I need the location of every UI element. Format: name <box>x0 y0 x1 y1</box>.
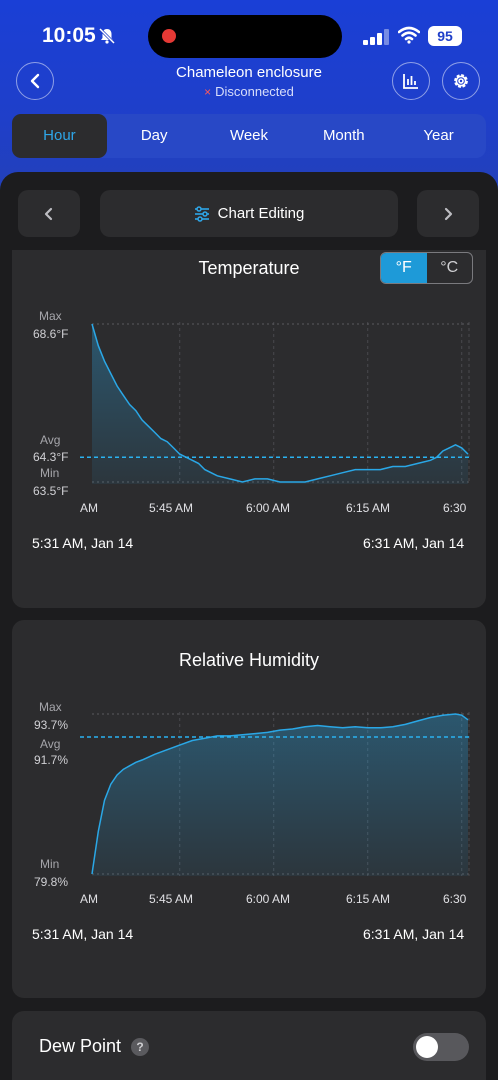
connection-status-text: Disconnected <box>215 84 294 99</box>
temp-x-tick: 6:00 AM <box>246 501 291 515</box>
hum-x-tick: 6:15 AM <box>346 892 391 906</box>
temperature-chart <box>80 322 470 484</box>
device-title: Chameleon enclosure <box>176 64 322 81</box>
temp-max-value: 68.6°F <box>33 327 69 341</box>
hum-area <box>92 714 468 876</box>
tab-hour[interactable]: Hour <box>12 114 107 158</box>
unit-fahrenheit-button[interactable]: °F <box>381 253 427 283</box>
temperature-card: Temperature °F °C Max 68.6°F Avg 64.3°F … <box>12 250 486 608</box>
dynamic-island <box>148 15 342 58</box>
temp-area <box>92 324 468 484</box>
humidity-title: Relative Humidity <box>178 650 320 670</box>
sliders-icon <box>194 205 209 222</box>
chart-editing-label: Chart Editing <box>217 205 305 222</box>
temp-min-label: Min <box>40 466 60 480</box>
temp-avg-value: 64.3°F <box>33 450 69 464</box>
hum-x-tick: 5:45 AM <box>149 892 194 906</box>
battery-icon: 95 <box>428 26 462 46</box>
hum-x-tick: AM <box>80 892 98 906</box>
previous-period-button[interactable] <box>18 190 80 237</box>
temp-range-start: 5:31 AM, Jan 14 <box>32 535 134 551</box>
temp-max-label: Max <box>39 309 62 323</box>
tab-week[interactable]: Week <box>229 127 269 144</box>
dew-point-label: Dew Point <box>39 1036 122 1056</box>
temp-x-tick: 6:15 AM <box>346 501 391 515</box>
time-range-tabs: Hour Day Week Month Year <box>12 114 486 158</box>
temp-x-tick: AM <box>80 501 98 515</box>
humidity-card: Relative Humidity Max 93.7% Avg 91.7% Mi… <box>12 620 486 998</box>
chevron-left-icon <box>30 73 40 89</box>
back-button[interactable] <box>16 62 54 100</box>
hum-min-label: Min <box>40 857 60 871</box>
dew-point-toggle[interactable] <box>413 1033 469 1061</box>
tab-month[interactable]: Month <box>322 127 365 144</box>
hum-range-end: 6:31 AM, Jan 14 <box>363 926 465 942</box>
temp-avg-label: Avg <box>40 433 61 447</box>
hum-max-value: 93.7% <box>34 718 69 732</box>
settings-button[interactable] <box>442 62 480 100</box>
tab-year[interactable]: Year <box>423 127 454 144</box>
bar-chart-icon <box>403 74 418 89</box>
next-period-button[interactable] <box>417 190 479 237</box>
bell-slash-icon <box>98 27 116 45</box>
status-bar: 10:05 95 <box>0 0 498 60</box>
hum-max-label: Max <box>39 700 62 714</box>
dew-point-card: Dew Point ? <box>12 1011 486 1080</box>
temp-x-tick: 5:45 AM <box>149 501 194 515</box>
chart-button[interactable] <box>392 62 430 100</box>
tab-day[interactable]: Day <box>140 127 168 144</box>
hum-line <box>91 713 469 875</box>
hum-x-tick: 6:30 <box>443 892 467 906</box>
hum-range-start: 5:31 AM, Jan 14 <box>32 926 134 942</box>
temperature-title: Temperature <box>198 258 300 278</box>
help-icon[interactable]: ? <box>131 1038 149 1056</box>
disconnected-icon: × <box>204 85 212 99</box>
wifi-icon <box>398 26 420 44</box>
hum-min-value: 79.8% <box>34 875 69 889</box>
unit-toggle: °F °C <box>380 252 473 284</box>
signal-icon <box>363 29 389 45</box>
hum-avg-value: 91.7% <box>34 753 69 767</box>
status-time: 10:05 <box>42 24 96 47</box>
chevron-right-icon <box>444 207 453 220</box>
humidity-chart <box>80 712 470 876</box>
hum-x-tick: 6:00 AM <box>246 892 291 906</box>
recording-dot-icon <box>162 29 176 43</box>
connection-status: × Disconnected <box>0 84 498 99</box>
unit-celsius-button[interactable]: °C <box>440 259 459 276</box>
gear-icon <box>454 74 468 88</box>
temp-line <box>91 323 469 483</box>
hum-avg-label: Avg <box>40 737 61 751</box>
chart-editing-button[interactable]: Chart Editing <box>100 190 398 237</box>
temp-x-tick: 6:30 <box>443 501 467 515</box>
temp-range-end: 6:31 AM, Jan 14 <box>363 535 465 551</box>
temp-min-value: 63.5°F <box>33 484 69 498</box>
toggle-knob <box>416 1036 438 1058</box>
chevron-left-icon <box>44 207 53 220</box>
